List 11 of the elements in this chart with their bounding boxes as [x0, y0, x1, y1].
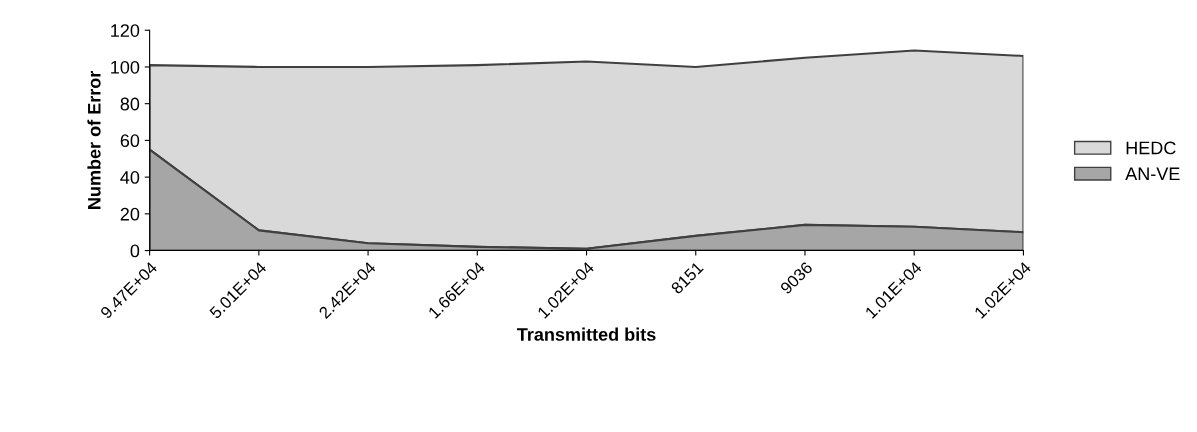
x-axis-title: Transmitted bits: [517, 327, 656, 341]
y-tick-label: 40: [120, 171, 140, 184]
y-tick-label: 120: [111, 24, 140, 37]
y-tick-label: 20: [120, 207, 140, 221]
legend-label: HEDC: [1126, 141, 1176, 155]
y-tick-label: 60: [120, 134, 140, 148]
legend-label: AN-VE: [1125, 167, 1180, 181]
y-axis-title: Number of Error: [87, 70, 101, 209]
y-tick-label: 100: [111, 60, 140, 74]
y-tick-label: 0: [130, 244, 140, 258]
y-tick-label: 80: [120, 97, 140, 111]
